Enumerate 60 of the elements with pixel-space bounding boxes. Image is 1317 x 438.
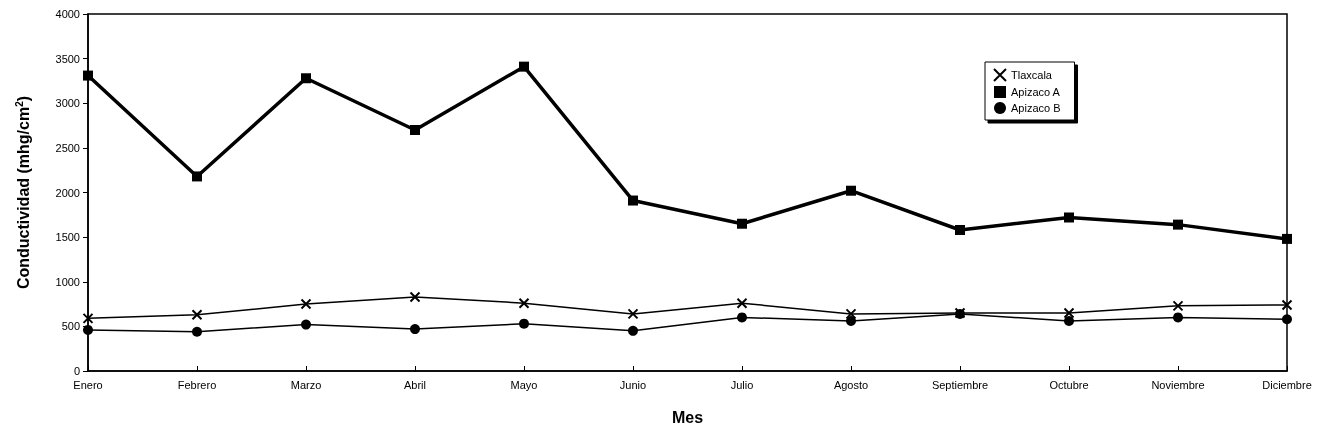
point: [300, 298, 312, 310]
point: [1281, 299, 1293, 311]
x-tick-label: Febrero: [177, 378, 217, 391]
point: [846, 316, 856, 327]
point: [1282, 314, 1292, 325]
x-tick-label: Marzo: [290, 378, 322, 391]
point: [192, 171, 202, 182]
x-tick-label: Noviembre: [1151, 378, 1205, 391]
point: [301, 319, 311, 330]
y-tick-label: 1500: [55, 231, 80, 244]
point: [628, 325, 638, 336]
x-tick-label: Septiembre: [931, 378, 989, 391]
point: [83, 324, 93, 335]
x-tick-label: Octubre: [1049, 378, 1089, 391]
y-tick-label: 2500: [55, 141, 80, 154]
point: [1173, 312, 1183, 323]
point: [83, 70, 93, 81]
legend-label: Apizaco A: [1011, 86, 1061, 98]
point: [409, 291, 421, 303]
point: [519, 318, 529, 329]
x-tick-label: Junio: [619, 378, 647, 391]
point: [628, 195, 638, 206]
point: [627, 308, 639, 320]
point: [1064, 316, 1074, 327]
y-tick-label: 500: [61, 320, 80, 333]
x-tick-label: Enero: [73, 378, 103, 391]
point: [846, 185, 856, 196]
legend-label: Tlaxcala: [1011, 69, 1053, 81]
x-tick-label: Agosto: [833, 378, 869, 391]
point: [845, 308, 857, 320]
x-axis-title: Mes: [671, 408, 704, 426]
point: [955, 224, 965, 235]
point: [1282, 233, 1292, 244]
x-tick-label: Mayo: [510, 378, 538, 391]
x-tick-label: Julio: [730, 378, 754, 391]
point: [737, 312, 747, 323]
x-tick-label: Diciembre: [1262, 378, 1312, 391]
point: [737, 218, 747, 229]
point: [82, 312, 94, 324]
y-axis-title: Conductividad (mhg/cm2): [13, 95, 32, 290]
y-tick-label: 4000: [55, 8, 80, 20]
y-tick-label: 3000: [55, 97, 80, 110]
point: [192, 326, 202, 337]
y-tick-label: 3500: [55, 52, 80, 65]
y-tick-label: 1000: [55, 275, 80, 288]
point: [1063, 307, 1075, 319]
point: [1172, 300, 1184, 312]
point: [191, 309, 203, 321]
point: [736, 297, 748, 309]
point: [410, 125, 420, 136]
y-tick-label: 0: [73, 365, 80, 377]
point: [519, 61, 529, 72]
legend-label: Apizaco B: [1011, 102, 1061, 114]
point: [518, 297, 530, 309]
point: [1173, 219, 1183, 230]
point: [410, 324, 420, 335]
y-tick-label: 2000: [55, 186, 80, 199]
x-tick-label: Abril: [403, 378, 427, 391]
point: [1064, 212, 1074, 223]
point: [301, 73, 311, 84]
